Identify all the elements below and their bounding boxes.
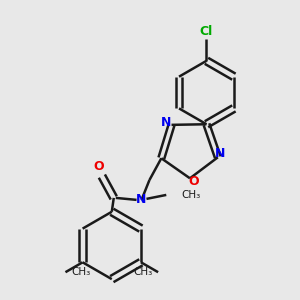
Text: O: O	[189, 175, 199, 188]
Text: N: N	[160, 116, 171, 129]
Text: Cl: Cl	[200, 25, 213, 38]
Text: N: N	[136, 194, 147, 206]
Text: N: N	[214, 147, 225, 160]
Text: CH₃: CH₃	[181, 190, 200, 200]
Text: CH₃: CH₃	[133, 267, 152, 277]
Text: O: O	[94, 160, 104, 173]
Text: CH₃: CH₃	[71, 267, 91, 277]
